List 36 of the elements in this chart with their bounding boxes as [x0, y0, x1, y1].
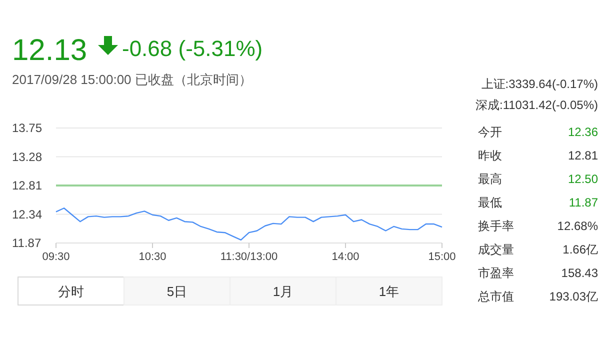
text: 成交量 [478, 242, 514, 256]
text: 总市值 [477, 290, 514, 304]
text: 1年 [378, 284, 400, 299]
text: 今开 [478, 125, 502, 139]
chart-title: 12.13 [12, 34, 88, 67]
text: 1.66亿 [562, 242, 598, 256]
line-series [55, 208, 443, 241]
text: 12.50 [568, 172, 598, 186]
text: 市盈率 [478, 266, 514, 280]
y-tick-label: 12.34 [12, 207, 42, 222]
text: 2017/09/28 15:00:00 已收盘（北京时间） [12, 72, 252, 87]
text: 分时 [58, 284, 84, 299]
y-tick-label: 13.75 [12, 121, 42, 135]
x-tick-label: 15:00 [428, 251, 456, 263]
text: 深成:11031.42(-0.05%) [475, 98, 598, 112]
text: 12.36 [568, 125, 598, 139]
text: 昨收 [478, 148, 502, 162]
x-tick-label: 11:30/13:00 [220, 251, 278, 263]
x-tick-label: 14:00 [332, 251, 360, 263]
text: 12.81 [568, 148, 598, 162]
y-tick-label: 12.81 [12, 178, 42, 192]
text: 5日 [166, 284, 188, 299]
text: 193.03亿 [549, 290, 598, 304]
x-tick-label: 09:30 [42, 251, 70, 263]
text: 换手率 [478, 219, 514, 233]
y-tick-label: 13.28 [12, 150, 42, 164]
text: 最高 [478, 172, 502, 186]
text: 上证:3339.64(-0.17%) [481, 77, 598, 91]
y-tick-label: 11.87 [12, 236, 42, 250]
chart-subtitle: -0.68 (-5.31%) [122, 36, 263, 61]
text: 11.87 [568, 196, 598, 210]
text: 158.43 [561, 266, 598, 280]
x-tick-label: 10:30 [138, 251, 166, 263]
text: 12.68% [557, 219, 598, 233]
text: 最低 [478, 196, 502, 210]
text: 1月 [272, 284, 294, 299]
